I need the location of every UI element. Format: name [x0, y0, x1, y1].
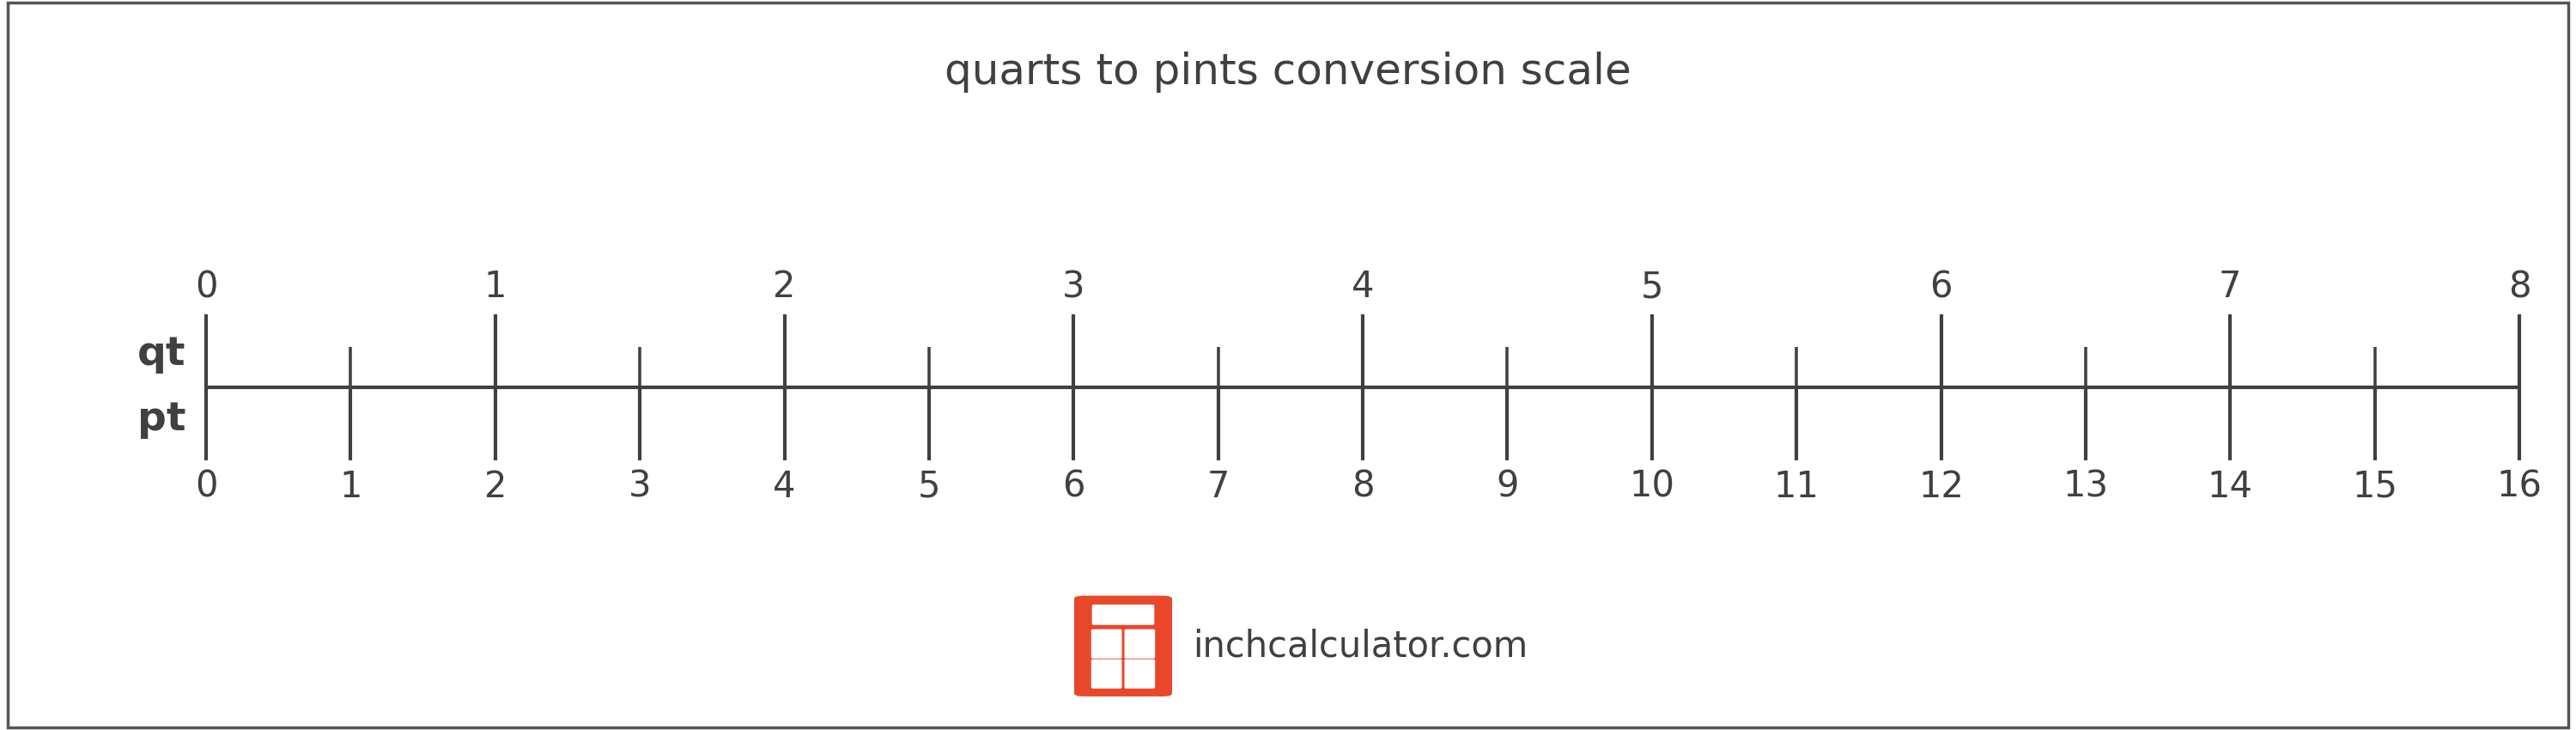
- Text: qt: qt: [137, 335, 185, 373]
- Text: 2: 2: [773, 269, 796, 305]
- FancyBboxPatch shape: [1092, 604, 1154, 625]
- Text: 11: 11: [1775, 469, 1819, 504]
- Text: 16: 16: [2496, 469, 2543, 504]
- Text: quarts to pints conversion scale: quarts to pints conversion scale: [945, 51, 1631, 92]
- Text: 3: 3: [629, 469, 652, 504]
- Text: 7: 7: [1206, 469, 1229, 504]
- Text: 4: 4: [1352, 269, 1373, 305]
- Text: 8: 8: [1352, 469, 1373, 504]
- Text: 2: 2: [484, 469, 507, 504]
- Text: 15: 15: [2352, 469, 2398, 504]
- Text: 0: 0: [196, 469, 216, 504]
- Text: pt: pt: [137, 401, 185, 439]
- Text: 8: 8: [2509, 269, 2530, 305]
- Text: 4: 4: [773, 469, 796, 504]
- Text: 0: 0: [196, 269, 216, 305]
- FancyBboxPatch shape: [1074, 596, 1172, 696]
- FancyBboxPatch shape: [1126, 659, 1154, 688]
- Text: 9: 9: [1497, 469, 1520, 504]
- Text: 6: 6: [1929, 269, 1953, 305]
- Text: 3: 3: [1061, 269, 1084, 305]
- Text: 13: 13: [2063, 469, 2107, 504]
- Text: 1: 1: [340, 469, 363, 504]
- FancyBboxPatch shape: [1126, 629, 1154, 658]
- Text: 5: 5: [1641, 269, 1664, 305]
- Text: 6: 6: [1061, 469, 1084, 504]
- Text: inchcalculator.com: inchcalculator.com: [1193, 628, 1528, 664]
- FancyBboxPatch shape: [1092, 629, 1123, 658]
- Text: 1: 1: [484, 269, 507, 305]
- Text: 5: 5: [917, 469, 940, 504]
- FancyBboxPatch shape: [1092, 659, 1123, 688]
- Text: 14: 14: [2208, 469, 2254, 504]
- Text: 7: 7: [2218, 269, 2241, 305]
- Text: 12: 12: [1919, 469, 1963, 504]
- Text: 10: 10: [1628, 469, 1674, 504]
